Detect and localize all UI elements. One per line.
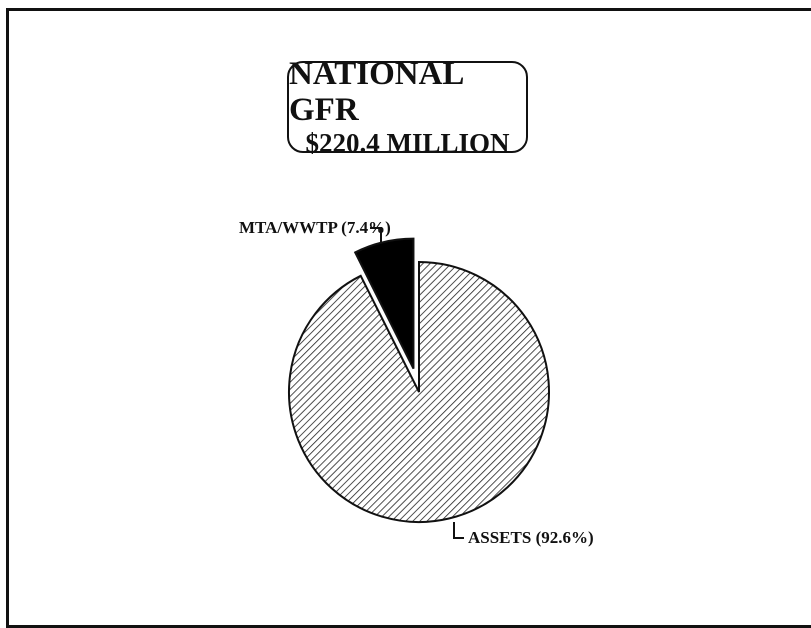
- slice-label-mta-wwtp: MTA/WWTP (7.4%): [239, 218, 391, 237]
- chart-title: NATIONAL GFR: [289, 56, 463, 128]
- chart-subtitle: $220.4 MILLION: [305, 128, 510, 158]
- pie-slice-assets: [288, 260, 550, 523]
- pie-slice-mta-wwtp: [353, 237, 415, 370]
- leader-assets: [453, 522, 464, 539]
- leader-lines: [370, 227, 464, 539]
- title-box: NATIONAL GFR $220.4 MILLION: [287, 56, 528, 158]
- slice-labels: MTA/WWTP (7.4%) ASSETS (92.6%): [239, 218, 594, 547]
- leader-mta-wwtp: [370, 227, 382, 242]
- pie-slices: [288, 237, 550, 523]
- slice-label-assets: ASSETS (92.6%): [468, 528, 594, 547]
